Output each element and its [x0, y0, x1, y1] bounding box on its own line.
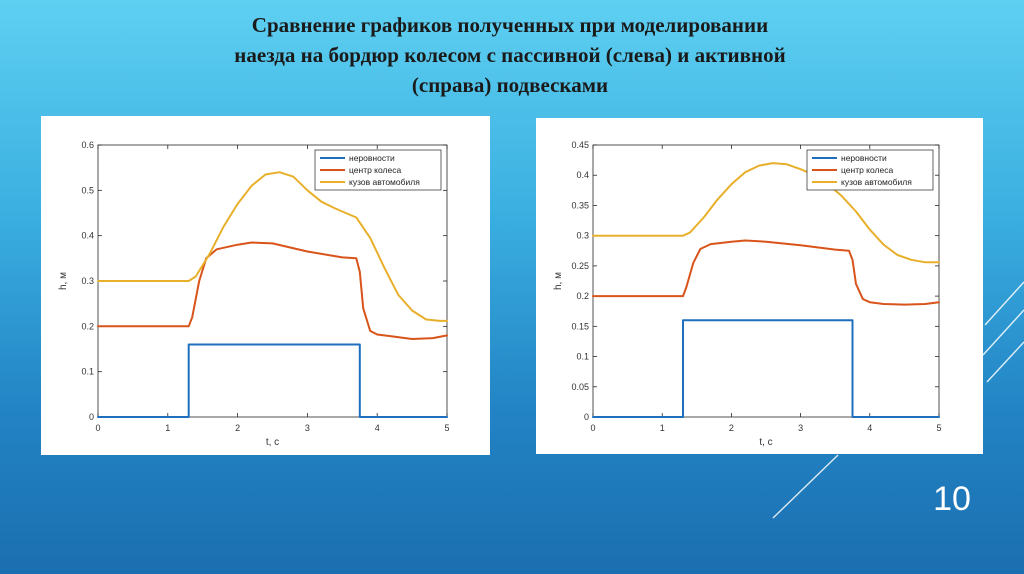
- x-tick-label: 0: [95, 423, 100, 433]
- slide-title-line-3: (справа) подвесками: [411, 73, 609, 97]
- x-axis-label: t, c: [759, 437, 772, 448]
- slide-title-line-1: Сравнение графиков полученных при модели…: [251, 13, 769, 37]
- chart-passive-suspension: 0 1 2 3 4 5 0 0.1 0.2 0.3 0.4 0.5 0.6 t, c h, м неровно…: [58, 140, 450, 448]
- chart-panel-active: 0 1 2 3 4 5 0 0.05 0.1 0.15 0.2 0.25 0.3 0.35 0.4 0.45 t…: [536, 118, 983, 454]
- y-tick-label: 0.4: [81, 231, 94, 241]
- y-tick-label: 0.35: [571, 200, 589, 210]
- slide-number: 10: [933, 480, 971, 518]
- y-tick-label: 0.2: [576, 291, 589, 301]
- x-tick-label: 5: [444, 423, 449, 433]
- y-tick-label: 0: [89, 412, 94, 422]
- y-tick-label: 0.1: [81, 367, 94, 377]
- x-tick-label: 5: [936, 423, 941, 433]
- x-tick-label: 0: [590, 423, 595, 433]
- y-axis-label: h, м: [58, 272, 69, 290]
- legend-label: неровности: [349, 153, 395, 163]
- legend: неровности центр колеса кузов автомобиля: [314, 149, 442, 191]
- x-tick-label: 1: [660, 423, 665, 433]
- x-tick-label: 2: [235, 423, 240, 433]
- chart-panel-passive: 0 1 2 3 4 5 0 0.1 0.2 0.3 0.4 0.5 0.6 t, c h, м неровно…: [41, 116, 490, 455]
- y-tick-label: 0.4: [576, 170, 589, 180]
- y-axis-label: h, м: [553, 272, 564, 290]
- y-tick-label: 0.05: [571, 382, 589, 392]
- series-line-2: [97, 241, 448, 340]
- x-tick-label: 2: [729, 423, 734, 433]
- x-tick-label: 4: [375, 423, 380, 433]
- series-line-1: [592, 319, 940, 418]
- series-line-1: [97, 343, 448, 418]
- chart-active-suspension: 0 1 2 3 4 5 0 0.05 0.1 0.15 0.2 0.25 0.3 0.35 0.4 0.45 t…: [553, 140, 942, 448]
- y-tick-label: 0.25: [571, 261, 589, 271]
- legend-label: центр колеса: [841, 165, 893, 175]
- y-tick-label: 0.5: [81, 185, 94, 195]
- x-axis-label: t, c: [266, 437, 279, 448]
- legend-label: кузов автомобиля: [349, 177, 420, 187]
- x-tick-label: 1: [165, 423, 170, 433]
- y-tick-label: 0.2: [81, 321, 94, 331]
- x-tick-label: 4: [867, 423, 872, 433]
- series-line-3: [592, 162, 940, 264]
- legend-label: неровности: [841, 153, 887, 163]
- y-tick-label: 0.45: [571, 140, 589, 150]
- y-tick-label: 0.1: [576, 352, 589, 362]
- series-line-3: [97, 171, 448, 322]
- y-tick-label: 0.3: [576, 231, 589, 241]
- legend-label: центр колеса: [349, 165, 401, 175]
- y-tick-label: 0.6: [81, 140, 94, 150]
- x-tick-label: 3: [305, 423, 310, 433]
- slide-title: Сравнение графиков полученных при модели…: [150, 10, 870, 100]
- legend: неровности центр колеса кузов автомобиля: [806, 149, 934, 191]
- legend-label: кузов автомобиля: [841, 177, 912, 187]
- series-line-2: [592, 239, 940, 306]
- slide-title-line-2: наезда на бордюр колесом с пассивной (сл…: [234, 43, 786, 67]
- y-tick-label: 0.3: [81, 276, 94, 286]
- x-tick-label: 3: [798, 423, 803, 433]
- y-tick-label: 0: [584, 412, 589, 422]
- y-tick-label: 0.15: [571, 321, 589, 331]
